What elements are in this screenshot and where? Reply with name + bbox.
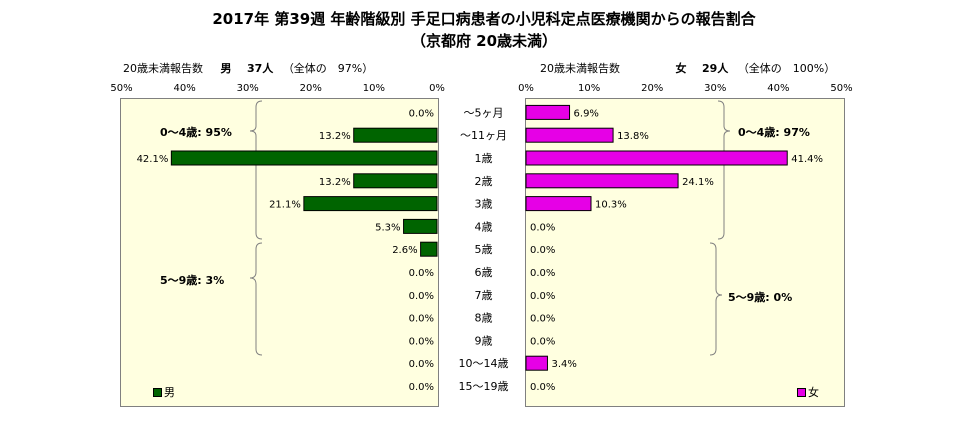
male-data-label: 13.2% [319,177,351,188]
female-header: 20歳未満報告数 女 29人 （全体の 100%） [540,60,835,76]
female-bar [525,127,614,143]
male-axis-tick: 0% [429,83,445,94]
female-bar [525,196,592,212]
male-axis-tick: 30% [237,83,259,94]
male-data-label: 5.3% [375,222,400,233]
category-label: 4歳 [475,220,493,233]
male-axis-tick: 10% [363,83,385,94]
male-bar [353,127,438,143]
male-data-label: 21.1% [269,200,301,211]
female-data-label: 0.0% [530,314,555,325]
female-axis-tick: 0% [518,83,534,94]
male-axis-tick: 50% [110,83,132,94]
male-bar [303,196,438,212]
female-data-label: 41.4% [791,154,823,165]
legend-male-swatch [153,387,162,397]
female-data-label: 3.4% [551,359,576,370]
category-label: 2歳 [475,175,493,188]
female-group-0-4: 0～4歳: 97% [738,126,810,139]
female-data-label: 6.9% [574,108,599,119]
male-axis-tick: 40% [173,83,195,94]
category-label: 10～14歳 [459,357,509,370]
female-bar [525,150,788,166]
female-data-label: 0.0% [530,382,555,393]
category-label: 7歳 [475,289,493,302]
male-bar [403,218,438,234]
category-label: 6歳 [475,266,493,279]
male-data-label: 0.0% [409,336,434,347]
female-data-label: 13.8% [617,131,649,142]
male-header-count: 37人 [247,62,274,75]
male-header: 20歳未満報告数 男 37人 （全体の 97%） [123,60,373,76]
category-label: 9歳 [475,334,493,347]
legend-male: 男 [153,384,175,400]
male-bracket-5-9 [249,242,263,356]
female-bar [525,104,571,120]
legend-female: 女 [797,384,819,400]
male-group-0-4: 0～4歳: 95% [160,126,232,139]
female-bracket-0-4 [717,100,731,240]
category-label: ～11ヶ月 [460,129,507,142]
female-plot-area [525,98,845,407]
female-group-5-9: 5～9歳: 0% [728,291,793,304]
female-bracket-5-9 [709,242,723,356]
female-axis-tick: 10% [578,83,600,94]
female-bar [525,355,548,371]
female-axis-tick: 30% [704,83,726,94]
female-header-sex: 女 [675,62,687,75]
male-data-label: 13.2% [319,131,351,142]
female-data-label: 0.0% [530,268,555,279]
male-axis-tick: 20% [300,83,322,94]
legend-female-swatch [797,387,806,397]
female-header-count: 29人 [702,62,729,75]
female-axis-tick: 50% [830,83,852,94]
male-data-label: 2.6% [392,245,417,256]
female-data-label: 0.0% [530,336,555,347]
female-data-label: 0.0% [530,222,555,233]
female-axis-tick: 40% [767,83,789,94]
male-header-label: 20歳未満報告数 [123,62,203,75]
category-label: 1歳 [475,152,493,165]
group-brackets [249,100,731,356]
female-data-label: 10.3% [595,200,627,211]
female-axis-tick: 20% [641,83,663,94]
female-header-share: （全体の 100%） [737,62,836,75]
category-label: 8歳 [475,312,493,325]
male-bar [170,150,438,166]
category-label: 5歳 [475,243,493,256]
male-data-label: 0.0% [409,291,434,302]
female-data-label: 0.0% [530,291,555,302]
male-header-share: （全体の 97%） [282,62,374,75]
male-bar [353,173,438,189]
male-data-label: 0.0% [409,359,434,370]
female-data-label: 24.1% [682,177,714,188]
chart-title: 2017年 第39週 年齢階級別 手足口病患者の小児科定点医療機関からの報告割合 [212,10,756,28]
male-bar [420,241,438,257]
male-bracket-0-4 [249,100,263,240]
legend-female-label: 女 [808,386,819,399]
male-data-label: 0.0% [409,382,434,393]
male-data-label: 0.0% [409,268,434,279]
category-label: 3歳 [475,198,493,211]
male-header-sex: 男 [220,62,232,75]
male-data-label: 0.0% [409,314,434,325]
legend-male-label: 男 [164,386,175,399]
category-label: 15～19歳 [459,380,509,393]
male-plot-area [120,98,439,407]
male-data-label: 42.1% [137,154,169,165]
male-group-5-9: 5～9歳: 3% [160,274,225,287]
category-label: ～5ヶ月 [464,106,504,119]
female-bar [525,173,679,189]
female-data-label: 0.0% [530,245,555,256]
female-header-label: 20歳未満報告数 [540,62,620,75]
male-data-label: 0.0% [409,108,434,119]
chart-subtitle: （京都府 20歳未満） [410,32,558,50]
